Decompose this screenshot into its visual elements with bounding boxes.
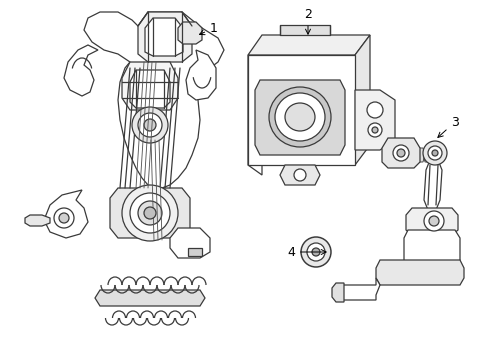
Ellipse shape <box>285 103 315 131</box>
Circle shape <box>372 127 378 133</box>
Text: 2: 2 <box>304 8 312 34</box>
Polygon shape <box>417 148 424 162</box>
Polygon shape <box>355 90 395 150</box>
Text: 4: 4 <box>287 246 326 258</box>
Polygon shape <box>424 160 442 210</box>
Polygon shape <box>130 70 170 108</box>
Circle shape <box>397 149 405 157</box>
Circle shape <box>301 237 331 267</box>
Text: 1: 1 <box>199 22 218 35</box>
Polygon shape <box>410 148 417 162</box>
Circle shape <box>393 145 409 161</box>
Polygon shape <box>424 148 431 162</box>
Polygon shape <box>404 230 460 265</box>
Polygon shape <box>376 260 464 285</box>
Circle shape <box>432 150 438 156</box>
Circle shape <box>307 243 325 261</box>
Polygon shape <box>431 148 438 162</box>
Polygon shape <box>280 25 330 35</box>
Circle shape <box>424 211 444 231</box>
Circle shape <box>54 208 74 228</box>
Polygon shape <box>138 12 192 62</box>
Circle shape <box>130 193 170 233</box>
Polygon shape <box>170 228 210 258</box>
Circle shape <box>144 119 156 131</box>
Circle shape <box>367 102 383 118</box>
Polygon shape <box>248 55 355 165</box>
Circle shape <box>138 201 162 225</box>
Circle shape <box>429 216 439 226</box>
Polygon shape <box>25 215 50 226</box>
Circle shape <box>138 113 162 137</box>
Polygon shape <box>355 35 370 165</box>
Polygon shape <box>396 148 403 162</box>
Ellipse shape <box>269 87 331 147</box>
Polygon shape <box>178 22 202 44</box>
Polygon shape <box>332 283 344 302</box>
Polygon shape <box>382 138 420 168</box>
Polygon shape <box>188 248 202 256</box>
Polygon shape <box>84 12 224 188</box>
Polygon shape <box>255 80 345 155</box>
Circle shape <box>368 123 382 137</box>
Text: 3: 3 <box>438 116 459 138</box>
Circle shape <box>144 207 156 219</box>
Polygon shape <box>110 188 190 238</box>
Circle shape <box>59 213 69 223</box>
Circle shape <box>423 141 447 165</box>
Polygon shape <box>248 35 370 55</box>
Polygon shape <box>95 290 205 306</box>
Polygon shape <box>248 55 262 175</box>
Circle shape <box>294 169 306 181</box>
Polygon shape <box>145 18 183 56</box>
Polygon shape <box>186 50 216 100</box>
Circle shape <box>312 248 320 256</box>
Polygon shape <box>406 208 458 235</box>
Circle shape <box>428 146 442 160</box>
Polygon shape <box>389 148 396 162</box>
Polygon shape <box>403 148 410 162</box>
Circle shape <box>122 185 178 241</box>
Circle shape <box>132 107 168 143</box>
Polygon shape <box>64 45 98 96</box>
Polygon shape <box>44 190 88 238</box>
Polygon shape <box>340 278 380 300</box>
Polygon shape <box>122 62 178 110</box>
Ellipse shape <box>275 93 325 141</box>
Polygon shape <box>280 165 320 185</box>
